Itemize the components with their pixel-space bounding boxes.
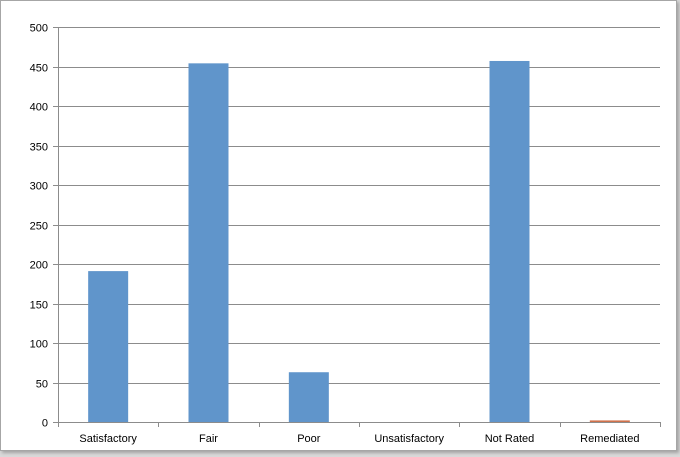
bars — [88, 60, 630, 423]
y-tick-label: 450 — [30, 63, 48, 75]
x-tick-labels: Satisfactory Fair Poor Unsatisfactory Not Ra… — [79, 433, 639, 445]
y-tick-labels: 0 50 100 150 200 250 300 350 400 450 500 — [30, 23, 48, 430]
y-tick-label: 400 — [30, 102, 48, 114]
gridlines — [58, 27, 660, 384]
y-tick-label: 50 — [36, 379, 48, 391]
y-tick-label: 150 — [30, 300, 48, 312]
bar-remediated — [589, 420, 630, 422]
x-tick-label: Unsatisfactory — [374, 433, 444, 445]
bar-fair — [188, 63, 229, 423]
x-tick-label: Satisfactory — [79, 433, 137, 445]
y-tick-label: 100 — [30, 339, 48, 351]
y-tick-label: 200 — [30, 260, 48, 272]
x-tick-label: Fair — [199, 433, 218, 445]
y-tick-label: 500 — [30, 23, 48, 35]
y-tick-label: 250 — [30, 221, 48, 233]
y-tick-label: 0 — [42, 418, 48, 430]
y-tick-label: 350 — [30, 142, 48, 154]
bar-not-rated — [489, 60, 530, 422]
x-tick-label: Poor — [297, 433, 321, 445]
bar-satisfactory — [88, 271, 129, 422]
axes — [53, 27, 661, 427]
x-tick-label: Not Rated — [485, 433, 535, 445]
bar-poor — [288, 372, 329, 422]
x-tick-label: Remediated — [580, 433, 639, 445]
y-tick-label: 300 — [30, 181, 48, 193]
